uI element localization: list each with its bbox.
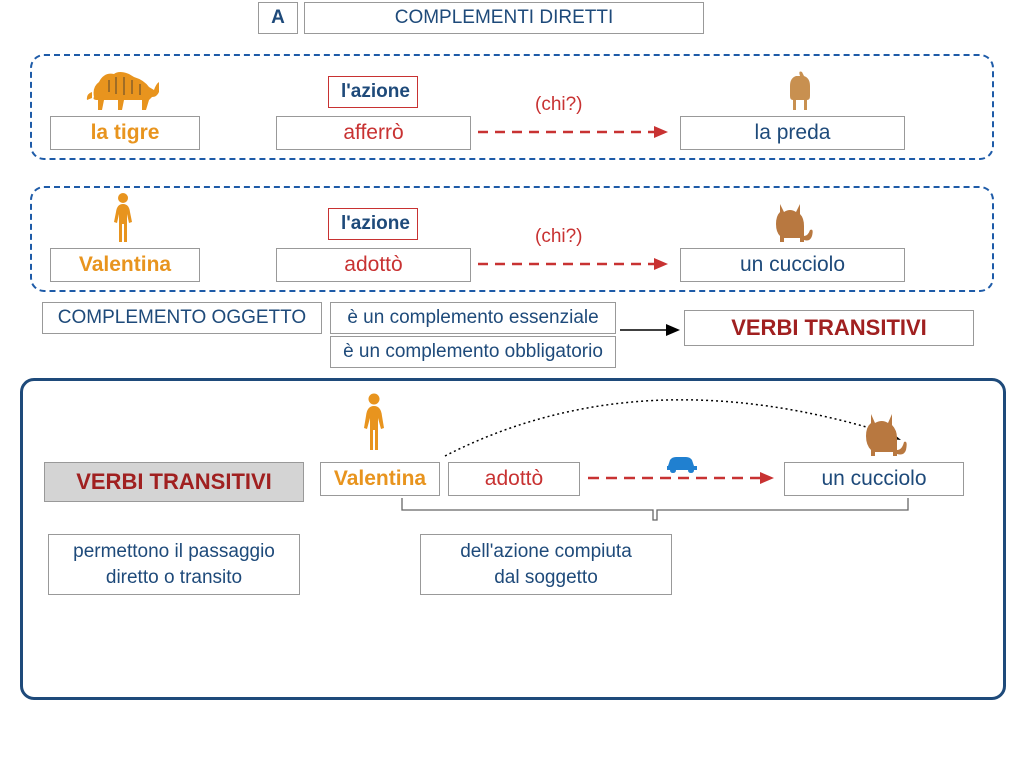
person-icon-1 [110, 192, 136, 244]
panel3-bracket [400, 496, 910, 522]
cat-icon-1 [770, 198, 820, 244]
middle-arrow [620, 320, 680, 340]
panel1-verb: afferrò [276, 116, 471, 150]
panel3-note2: dell'azione compiuta dal soggetto [420, 534, 672, 595]
obligatory-text: è un complemento obbligatorio [330, 336, 616, 368]
panel3-note2-line1: dell'azione compiuta [460, 541, 632, 562]
panel3-note1: permettono il passaggio diretto o transi… [48, 534, 300, 595]
panel2-action-label: l'azione [328, 208, 418, 240]
panel1-subject: la tigre [50, 116, 200, 150]
panel1-arrow [478, 122, 668, 142]
header-title: COMPLEMENTI DIRETTI [304, 2, 704, 34]
verbi-transitivi-label: VERBI TRANSITIVI [684, 310, 974, 346]
panel3-note1-line2: diretto o transito [106, 567, 242, 588]
panel3-verb: adottò [448, 462, 580, 496]
panel2-object: un cucciolo [680, 248, 905, 282]
person-icon-2 [360, 392, 388, 452]
panel3-curved-arrow [440, 386, 910, 462]
panel3-note1-line1: permettono il passaggio [73, 541, 275, 562]
panel3-subject: Valentina [320, 462, 440, 496]
essential-text: è un complemento essenziale [330, 302, 616, 334]
complemento-oggetto: COMPLEMENTO OGGETTO [42, 302, 322, 334]
verbi-transitivi-title: VERBI TRANSITIVI [44, 462, 304, 502]
panel2-subject: Valentina [50, 248, 200, 282]
header-letter: A [258, 2, 298, 34]
panel2-verb: adottò [276, 248, 471, 282]
panel1-action-label: l'azione [328, 76, 418, 108]
panel2-question: (chi?) [535, 226, 583, 248]
panel2-arrow [478, 254, 668, 274]
panel1-object: la preda [680, 116, 905, 150]
cat-icon-2 [860, 408, 914, 458]
panel1-question: (chi?) [535, 94, 583, 116]
tiger-icon [84, 62, 164, 112]
panel3-note2-line2: dal soggetto [494, 567, 598, 588]
panel3-object: un cucciolo [784, 462, 964, 496]
deer-icon [780, 68, 820, 112]
